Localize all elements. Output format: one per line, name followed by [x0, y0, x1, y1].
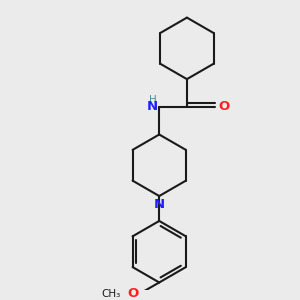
Text: N: N — [147, 100, 158, 113]
Text: CH₃: CH₃ — [101, 289, 120, 298]
Text: O: O — [219, 100, 230, 113]
Text: H: H — [149, 95, 157, 105]
Text: N: N — [154, 198, 165, 211]
Text: O: O — [127, 287, 138, 300]
